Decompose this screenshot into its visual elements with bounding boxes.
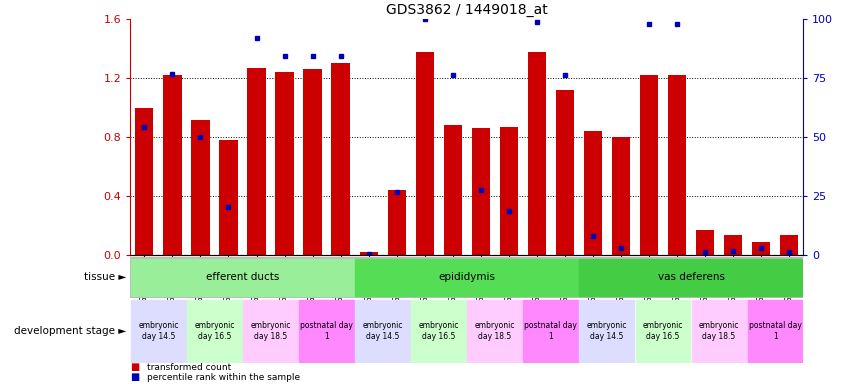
Bar (243, 300, 298, 362)
Bar (748, 300, 802, 362)
Bar (611, 137, 630, 255)
Text: embryonic
day 14.5: embryonic day 14.5 (138, 321, 178, 341)
Bar (411, 300, 466, 362)
Bar (443, 126, 462, 255)
Bar (187, 300, 242, 362)
Title: GDS3862 / 1449018_at: GDS3862 / 1449018_at (386, 3, 547, 17)
Bar (472, 128, 489, 255)
Bar (131, 300, 186, 362)
Bar (275, 72, 294, 255)
Bar (691, 300, 747, 362)
Bar (388, 190, 405, 255)
Text: efferent ducts: efferent ducts (206, 271, 279, 281)
Bar (331, 63, 350, 255)
Bar (752, 242, 770, 255)
Bar (299, 300, 354, 362)
Text: development stage ►: development stage ► (14, 326, 126, 336)
Text: embryonic
day 16.5: embryonic day 16.5 (419, 321, 459, 341)
Text: postnatal day
1: postnatal day 1 (748, 321, 801, 341)
Text: ■: ■ (130, 362, 140, 372)
Bar (468, 300, 522, 362)
Text: percentile rank within the sample: percentile rank within the sample (147, 373, 300, 382)
Bar (247, 68, 266, 255)
Text: epididymis: epididymis (438, 271, 495, 281)
Bar (579, 259, 802, 296)
Bar (163, 75, 182, 255)
Bar (527, 52, 546, 255)
Text: vas deferens: vas deferens (658, 271, 725, 281)
Text: postnatal day
1: postnatal day 1 (525, 321, 577, 341)
Text: embryonic
day 18.5: embryonic day 18.5 (699, 321, 739, 341)
Bar (640, 75, 658, 255)
Bar (500, 127, 518, 255)
Text: transformed count: transformed count (147, 363, 231, 372)
Text: embryonic
day 16.5: embryonic day 16.5 (194, 321, 235, 341)
Text: embryonic
day 18.5: embryonic day 18.5 (251, 321, 291, 341)
Bar (579, 300, 634, 362)
Bar (355, 259, 579, 296)
Bar (415, 52, 434, 255)
Text: embryonic
day 16.5: embryonic day 16.5 (643, 321, 683, 341)
Bar (355, 300, 410, 362)
Bar (523, 300, 579, 362)
Text: ■: ■ (130, 372, 140, 382)
Text: tissue ►: tissue ► (84, 272, 126, 283)
Bar (780, 235, 798, 255)
Bar (636, 300, 690, 362)
Text: embryonic
day 18.5: embryonic day 18.5 (474, 321, 515, 341)
Bar (696, 230, 714, 255)
Bar (191, 119, 209, 255)
Bar (556, 90, 574, 255)
Bar (220, 140, 237, 255)
Text: embryonic
day 14.5: embryonic day 14.5 (587, 321, 627, 341)
Text: postnatal day
1: postnatal day 1 (300, 321, 353, 341)
Bar (131, 259, 354, 296)
Bar (724, 235, 742, 255)
Bar (584, 131, 602, 255)
Text: embryonic
day 14.5: embryonic day 14.5 (362, 321, 403, 341)
Bar (668, 75, 686, 255)
Bar (135, 108, 153, 255)
Bar (359, 252, 378, 255)
Bar (304, 70, 321, 255)
